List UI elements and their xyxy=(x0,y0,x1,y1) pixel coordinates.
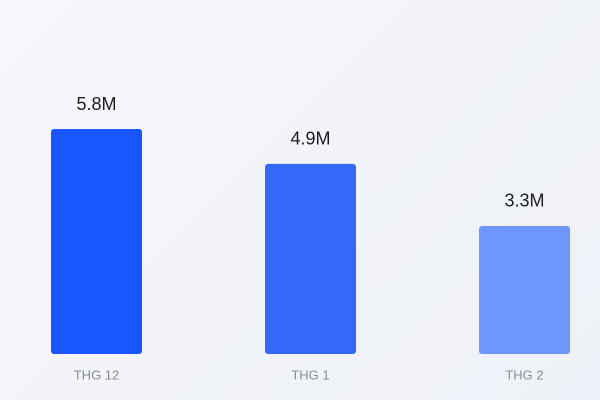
value-label: 4.9M xyxy=(290,129,330,149)
value-label: 3.3M xyxy=(504,191,544,211)
value-label: 5.8M xyxy=(76,94,116,114)
x-tick-label: THG 1 xyxy=(291,367,329,382)
x-tick-label: THG 2 xyxy=(505,367,543,382)
bar xyxy=(479,225,570,354)
bar xyxy=(51,129,142,354)
bar xyxy=(265,163,356,354)
x-tick-label: THG 12 xyxy=(74,367,120,382)
